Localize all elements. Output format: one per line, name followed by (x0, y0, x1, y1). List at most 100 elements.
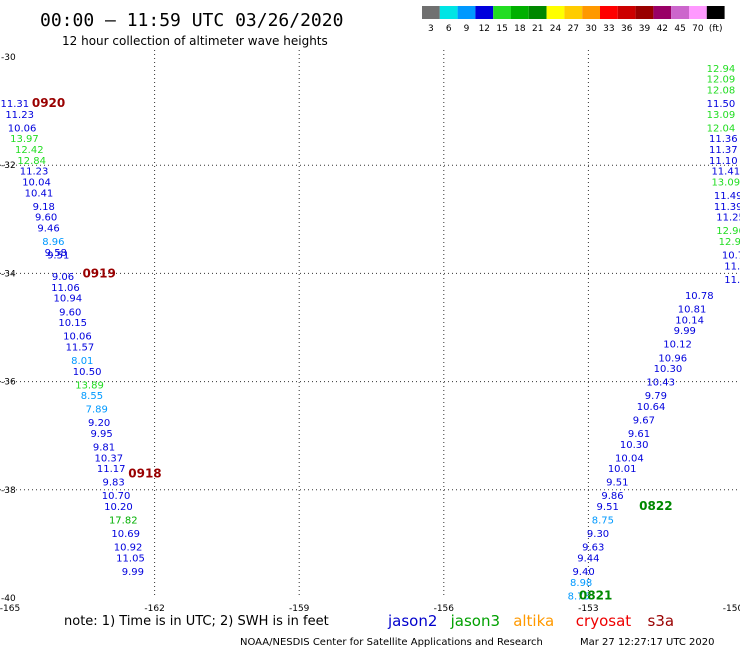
y-tick-label: -32 (1, 161, 16, 171)
swh-point: 9.44 (577, 553, 599, 564)
swh-point: 11.10 (709, 156, 738, 167)
swh-point: 10.04 (22, 177, 51, 188)
swh-point: 8.55 (81, 391, 103, 402)
swh-point: 10.41 (25, 188, 54, 199)
legend-swatch (600, 6, 618, 19)
pass-label: 0919 (82, 266, 115, 280)
swh-point: 10.06 (63, 332, 92, 343)
swh-point: 10.30 (620, 440, 649, 451)
gridlines (0, 50, 737, 598)
swh-point: 9.51 (606, 478, 628, 489)
swh-point: 9.18 (33, 202, 55, 213)
legend-swatch (475, 6, 494, 19)
swh-point: 13.09 (707, 110, 736, 121)
swh-point: 11.5 (724, 275, 740, 286)
y-tick-label: -36 (1, 378, 16, 388)
legend-label: 36 (621, 24, 633, 34)
swh-point: 8.75 (568, 591, 590, 602)
swh-point: 9.63 (582, 543, 604, 554)
satellite-name: s3a (648, 612, 675, 630)
swh-point: 10.30 (654, 364, 683, 375)
y-tick-label: -38 (1, 486, 16, 496)
legend-label: 42 (657, 24, 668, 34)
swh-point: 10.78 (685, 291, 714, 302)
swh-point: 11.25 (716, 213, 740, 224)
swh-point: 17.82 (109, 516, 138, 527)
swh-point: 11.37 (709, 145, 738, 156)
legend-swatch (457, 6, 476, 19)
swh-point: 11.39 (714, 202, 740, 213)
swh-point: 9.99 (122, 567, 144, 578)
legend-label: 70 (692, 24, 704, 34)
legend-label: 27 (568, 24, 579, 34)
legend-swatch (671, 6, 689, 19)
swh-point: 12.84 (17, 156, 46, 167)
swh-point: 9.51 (47, 250, 69, 261)
swh-point: 10.06 (8, 123, 37, 134)
swh-point: 11.57 (66, 342, 95, 353)
swh-point: 9.79 (645, 391, 667, 402)
legend-label: 33 (603, 24, 614, 34)
swh-point: 8.98 (570, 578, 592, 589)
swh-point: 10.20 (104, 502, 133, 513)
swh-point: 10.14 (675, 315, 704, 326)
swh-point: 13.97 (10, 134, 39, 145)
swh-point: 9.51 (597, 502, 619, 513)
swh-point: 12.91 (719, 237, 740, 248)
swh-point: 8.75 (592, 516, 614, 527)
swh-point: 13.89 (75, 380, 104, 391)
legend-swatch (617, 6, 636, 19)
x-tick-label: -162 (144, 604, 164, 614)
satellite-name: altika (513, 612, 554, 630)
satellite-name: jason3 (450, 612, 500, 630)
swh-point: 10.70 (102, 491, 131, 502)
legend-label: 12 (479, 24, 490, 34)
satellite-legend: jason2 jason3 altika cryosat s3a (387, 612, 674, 630)
legend-swatch (635, 6, 654, 19)
chart-subtitle: 12 hour collection of altimeter wave hei… (62, 34, 328, 48)
swh-point: 9.86 (601, 491, 623, 502)
pass-label: 0918 (128, 467, 161, 481)
swh-point: 11.41 (711, 167, 740, 178)
legend-swatch (689, 6, 707, 19)
swh-point: 9.46 (37, 223, 59, 234)
swh-point: 8.01 (71, 356, 93, 367)
swh-point: 11.23 (5, 110, 34, 121)
swh-point: 10.92 (114, 543, 143, 554)
swh-point: 9.60 (59, 307, 81, 318)
swh-point: 10.12 (663, 340, 692, 351)
x-tick-label: -156 (434, 604, 455, 614)
swh-point: 10.01 (608, 464, 637, 475)
y-tick-label: -34 (1, 269, 16, 279)
swh-point: 12.96 (716, 226, 740, 237)
swh-point: 12.09 (707, 75, 736, 86)
swh-point: 11.23 (20, 167, 49, 178)
satellite-name: jason2 (387, 612, 437, 630)
legend-label: 6 (446, 24, 452, 34)
footer-credit: NOAA/NESDIS Center for Satellite Applica… (240, 637, 543, 648)
data-points: 11.3111.2310.0613.9712.4212.8411.2310.04… (0, 64, 740, 602)
swh-point: 11.36 (709, 134, 738, 145)
swh-point: 12.42 (15, 145, 44, 156)
swh-point: 10.15 (58, 318, 87, 329)
swh-point: 11.05 (116, 553, 145, 564)
swh-point: 10.69 (111, 529, 140, 540)
legend-label: 15 (496, 24, 507, 34)
swh-point: 12.94 (707, 64, 736, 75)
swh-point: 12.04 (707, 123, 736, 134)
swh-point: 9.06 (52, 272, 74, 283)
legend-label: (ft) (709, 24, 723, 34)
legend-label: 24 (550, 24, 562, 34)
swh-point: 13.09 (711, 177, 740, 188)
legend-swatch (528, 6, 547, 19)
swh-point: 11.50 (707, 99, 736, 110)
legend-label: 30 (585, 24, 597, 34)
swh-point: 9.81 (93, 443, 115, 454)
axis-ticks: -165 -162 -159 -156 -153 -150 -30 -32 -34 -36 -38 -… (0, 53, 740, 614)
swh-point: 9.61 (628, 429, 650, 440)
pass-label: 0920 (32, 96, 65, 110)
legend-label: 3 (428, 24, 434, 34)
swh-point: 10.37 (94, 453, 123, 464)
x-tick-label: -165 (0, 604, 20, 614)
